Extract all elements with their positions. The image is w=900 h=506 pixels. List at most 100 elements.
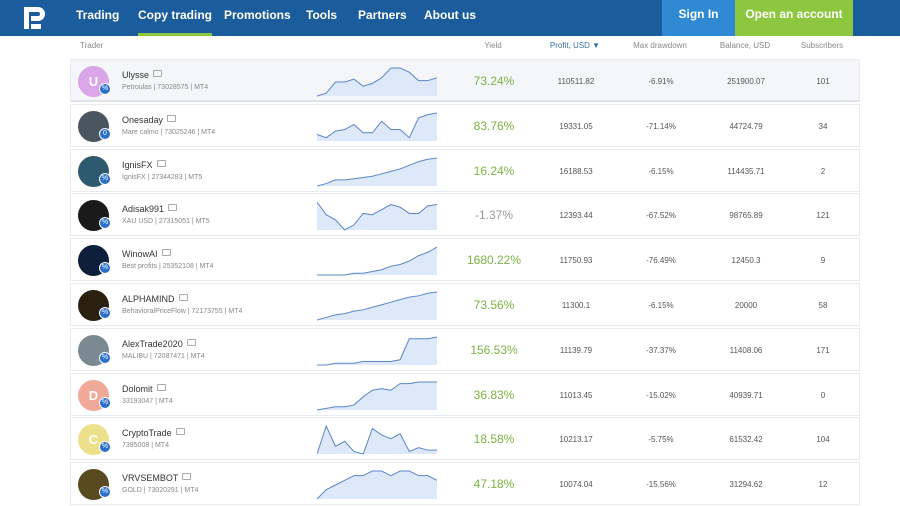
subscribers-value: 9 [820, 256, 826, 266]
col-drawdown[interactable]: Max drawdown [633, 41, 687, 50]
balance-value: 11408.06 [729, 345, 763, 355]
sparkline-area [317, 157, 437, 186]
trader-row[interactable]: % ALPHAMIND BehavioralPriceFlow | 721737… [70, 283, 860, 326]
subscribers-value: 101 [816, 77, 830, 86]
trader-name-text: Ulysse [122, 70, 150, 80]
profit-value: 19331.05 [559, 121, 593, 131]
trader-name[interactable]: IgnisFX [122, 159, 166, 170]
nav-promotions[interactable]: Promotions [224, 8, 291, 22]
trader-name-text: VRVSEMBOT [122, 473, 179, 484]
drawdown-value: -6.15% [648, 166, 674, 176]
profit-value: 11139.79 [559, 345, 593, 355]
trader-name[interactable]: Ulysse [122, 70, 163, 80]
badge-icon: % [99, 486, 111, 499]
sparkline-chart [317, 425, 437, 455]
drawdown-value: -15.02% [646, 390, 676, 400]
trader-name-text: Onesaday [122, 114, 164, 125]
badge-icon: % [99, 172, 111, 185]
trader-row[interactable]: % AlexTrade2020 MALIBU | 72087471 | MT4 … [70, 327, 860, 371]
balance-value: 12450.3 [731, 256, 761, 266]
briefcase-icon [168, 204, 178, 212]
trader-name[interactable]: Dolomit [122, 383, 166, 394]
sparkline-chart [317, 336, 437, 366]
trader-name[interactable]: Onesaday [122, 114, 177, 125]
trader-row[interactable]: % WinowAI Best profits | 25352108 | MT4 … [70, 238, 860, 282]
avatar-initial: U [88, 74, 99, 89]
trader-name-text: AlexTrade2020 [122, 338, 183, 349]
profit-value: 110511.82 [557, 77, 595, 86]
briefcase-icon [178, 294, 188, 301]
trader-row[interactable]: 0 Onesaday Mare calmo | 73025246 | MT4 8… [70, 103, 860, 147]
trader-account: BehavioralPriceFlow | 72173755 | MT4 [122, 308, 243, 315]
sparkline-area [317, 68, 437, 96]
sparkline-chart [317, 112, 437, 141]
subscribers-value: 58 [818, 301, 828, 310]
trader-account: Petroulas | 73028575 | MT4 [122, 84, 209, 91]
trader-name[interactable]: AlexTrade2020 [122, 338, 196, 349]
balance-value: 251900.07 [727, 77, 765, 86]
trader-row[interactable]: % VRVSEMBOT GOLD | 73020291 | MT4 47.18%… [70, 462, 860, 506]
profit-value: 11300.1 [561, 301, 591, 310]
sparkline-area [317, 471, 437, 500]
avatar-initial: C [88, 432, 99, 448]
col-profit[interactable]: Profit, USD ▼ [549, 41, 601, 50]
yield-value: 73.56% [473, 298, 515, 312]
trader-name[interactable]: WinowAI [122, 249, 171, 259]
profit-value: 12393.44 [559, 211, 593, 221]
trader-name[interactable]: ALPHAMIND [122, 294, 188, 304]
sign-in-button[interactable]: Sign In [662, 0, 735, 36]
trader-row[interactable]: U % Ulysse Petroulas | 73028575 | MT4 73… [70, 59, 860, 102]
nav-copy-trading[interactable]: Copy trading [138, 0, 212, 36]
col-subscribers[interactable]: Subscribers [800, 41, 844, 50]
trader-row[interactable]: % Adisak991 XAU USD | 27315051 | MT5 -1.… [70, 193, 860, 237]
col-yield[interactable]: Yield [484, 41, 502, 50]
subscribers-value: 12 [818, 480, 828, 490]
yield-value: 18.58% [473, 432, 515, 447]
nav-tools[interactable]: Tools [306, 8, 338, 22]
sparkline-chart [317, 67, 437, 97]
trader-row[interactable]: D % Dolomit 33193047 | MT4 36.83% 11013.… [70, 372, 860, 416]
trader-account: Best profits | 25352108 | MT4 [122, 263, 214, 271]
sparkline-line [317, 381, 437, 411]
sparkline-chart [317, 470, 437, 500]
balance-value: 20000 [734, 301, 758, 310]
sparkline-line [317, 202, 437, 232]
balance-value: 44724.79 [729, 121, 763, 131]
trader-account: Mare calmo | 73025246 | MT4 [122, 128, 216, 136]
sparkline-chart [317, 381, 437, 411]
yield-value: -1.37% [474, 208, 514, 223]
open-account-button[interactable]: Open an account [735, 0, 853, 36]
profit-value: 11013.45 [559, 390, 593, 400]
briefcase-icon [156, 159, 166, 167]
yield-value: 83.76% [473, 118, 515, 133]
drawdown-value: -67.52% [646, 211, 676, 221]
sparkline-chart [317, 291, 437, 321]
sparkline-chart [317, 202, 437, 232]
yield-value: 16.24% [473, 163, 515, 178]
briefcase-icon [161, 249, 171, 257]
trader-row[interactable]: % IgnisFX IgnisFX | 27344283 | MT5 16.24… [70, 148, 860, 192]
yield-value: 1680.22% [466, 253, 522, 268]
drawdown-value: -15.56% [646, 480, 676, 490]
sparkline-line [317, 336, 437, 366]
avatar-initial: D [88, 387, 99, 403]
trader-row[interactable]: C % CryptoTrade 7395008 | MT4 18.58% 102… [70, 417, 860, 461]
col-balance[interactable]: Balance, USD [719, 41, 771, 50]
trader-name[interactable]: VRVSEMBOT [122, 473, 192, 484]
sparkline-area [317, 292, 437, 320]
sparkline-area [317, 112, 437, 141]
profit-value: 11750.93 [559, 256, 593, 266]
profit-value: 16188.53 [559, 166, 593, 176]
nav-about-us[interactable]: About us [424, 8, 476, 22]
trader-name[interactable]: CryptoTrade [122, 428, 185, 438]
roboforex-logo[interactable] [22, 5, 48, 31]
briefcase-icon [153, 70, 163, 77]
trader-account: MALIBU | 72087471 | MT4 [122, 352, 205, 360]
subscribers-value: 121 [816, 211, 830, 221]
col-trader[interactable]: Trader [80, 41, 104, 50]
sparkline-line [317, 67, 437, 97]
nav-trading[interactable]: Trading [76, 8, 120, 22]
trader-name[interactable]: Adisak991 [122, 204, 178, 214]
sparkline-line [317, 246, 437, 276]
nav-partners[interactable]: Partners [358, 8, 407, 22]
